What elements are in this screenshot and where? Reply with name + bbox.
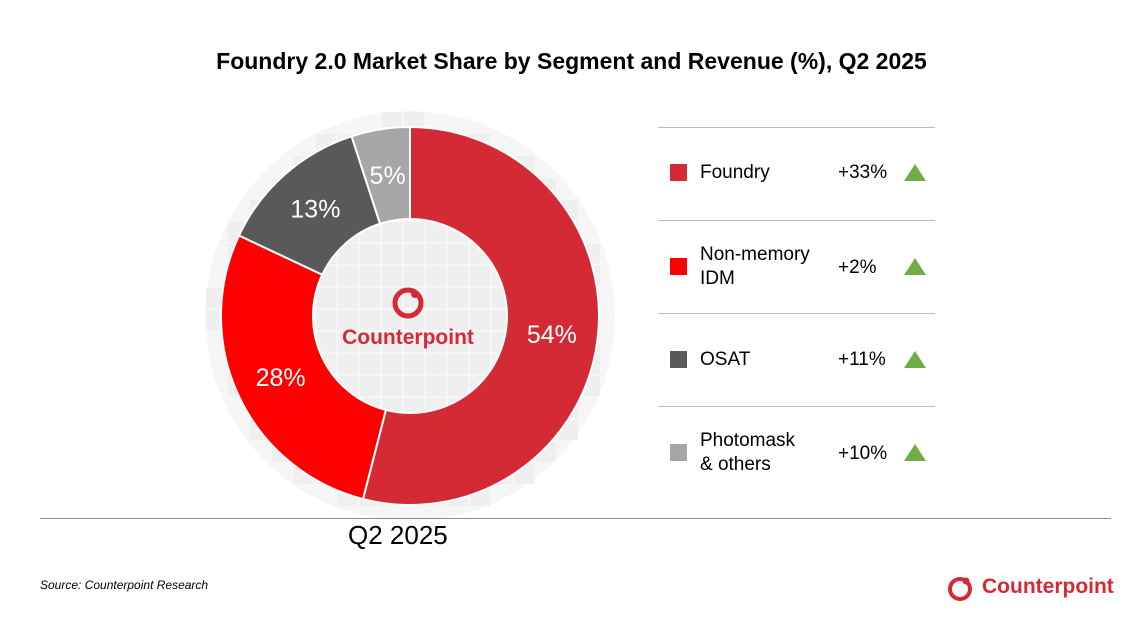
legend-label: Non-memory IDM xyxy=(700,244,810,289)
wafer-die xyxy=(338,266,358,286)
wafer-die xyxy=(448,332,468,352)
growth-up-icon xyxy=(904,258,926,275)
wafer-die xyxy=(470,288,490,308)
legend-growth: +10% xyxy=(838,443,888,464)
wafer-die xyxy=(382,354,402,374)
legend-label: Photomask & others xyxy=(700,430,796,475)
wafer-die xyxy=(404,244,424,264)
wafer-die xyxy=(448,376,468,396)
wafer-die xyxy=(316,332,336,352)
wafer-die xyxy=(338,332,358,352)
donut-slice-foundry xyxy=(361,125,600,506)
legend-swatch xyxy=(670,444,687,461)
legend-item-foundry: Foundry +33% xyxy=(670,143,935,203)
wafer-die xyxy=(404,354,424,374)
legend-divider xyxy=(658,313,935,314)
source-note: Source: Counterpoint Research xyxy=(40,578,209,592)
wafer-die xyxy=(382,310,402,330)
wafer-die xyxy=(316,310,336,330)
wafer-die xyxy=(470,266,490,286)
wafer-die xyxy=(404,376,424,396)
wafer-die xyxy=(404,332,424,352)
logo-ring-icon xyxy=(392,287,424,319)
footer-divider xyxy=(40,518,1111,519)
period-label: Q2 2025 xyxy=(348,520,448,550)
wafer-die xyxy=(426,222,446,242)
donut-slice-photomask-others xyxy=(350,125,411,226)
wafer-die xyxy=(404,222,424,242)
wafer-die xyxy=(338,310,358,330)
wafer-die xyxy=(382,222,402,242)
wafer-die xyxy=(360,244,380,264)
wafer-die xyxy=(382,332,402,352)
legend-item-photomask-others: Photomask & others +10% xyxy=(670,423,935,483)
wafer-die xyxy=(338,244,358,264)
wafer-die xyxy=(360,376,380,396)
center-logo-text: Counterpoint xyxy=(342,326,474,349)
center-logo: Counterpoint xyxy=(342,287,474,349)
legend-divider xyxy=(658,220,935,221)
wafer-die xyxy=(382,244,402,264)
legend-item-osat: OSAT +11% xyxy=(670,330,935,390)
slice-value-label: 5% xyxy=(370,162,406,190)
legend-growth: +2% xyxy=(838,257,877,278)
wafer-die xyxy=(470,310,490,330)
wafer-die xyxy=(316,288,336,308)
legend-swatch xyxy=(670,164,687,181)
wafer-die xyxy=(360,266,380,286)
donut-slices xyxy=(220,125,600,506)
wafer-die xyxy=(448,244,468,264)
legend-item-non-memory-idm: Non-memory IDM +2% xyxy=(670,237,935,297)
legend-swatch xyxy=(670,258,687,275)
brand-logo-text: Counterpoint xyxy=(982,575,1114,598)
growth-up-icon xyxy=(904,444,926,461)
wafer-die xyxy=(382,376,402,396)
wafer-die xyxy=(338,288,358,308)
wafer-die xyxy=(338,354,358,374)
wafer-die xyxy=(448,288,468,308)
legend-divider xyxy=(658,127,935,128)
wafer-die xyxy=(426,376,446,396)
wafer-die xyxy=(426,354,446,374)
wafer-die xyxy=(426,288,446,308)
legend-growth: +33% xyxy=(838,162,888,183)
legend-label: OSAT xyxy=(700,349,751,370)
legend-swatch xyxy=(670,351,687,368)
logo-dot-icon xyxy=(411,290,419,298)
wafer-die xyxy=(360,354,380,374)
wafer-die xyxy=(448,310,468,330)
slice-value-label: 54% xyxy=(527,321,577,349)
donut-slice-non-memory-idm xyxy=(220,234,388,501)
wafer-die xyxy=(426,310,446,330)
wafer-die xyxy=(448,266,468,286)
wafer-die xyxy=(426,332,446,352)
legend-label: Foundry xyxy=(700,162,770,183)
legend-growth: +11% xyxy=(838,349,886,370)
wafer-die xyxy=(382,266,402,286)
growth-up-icon xyxy=(904,164,926,181)
wafer-die xyxy=(426,244,446,264)
wafer-die xyxy=(360,288,380,308)
wafer-die xyxy=(404,266,424,286)
wafer-die xyxy=(360,310,380,330)
brand-logo-icon xyxy=(948,577,972,601)
wafer-die xyxy=(360,332,380,352)
chart-title: Foundry 2.0 Market Share by Segment and … xyxy=(216,48,927,74)
slice-value-label: 13% xyxy=(290,196,340,224)
legend-divider xyxy=(658,406,935,407)
wafer-die xyxy=(470,332,490,352)
growth-up-icon xyxy=(904,351,926,368)
wafer-die xyxy=(426,266,446,286)
wafer-die xyxy=(470,354,490,374)
wafer-die xyxy=(448,354,468,374)
slice-value-label: 28% xyxy=(256,364,306,392)
slice-labels: 54% 28% 13% 5% xyxy=(256,162,577,392)
